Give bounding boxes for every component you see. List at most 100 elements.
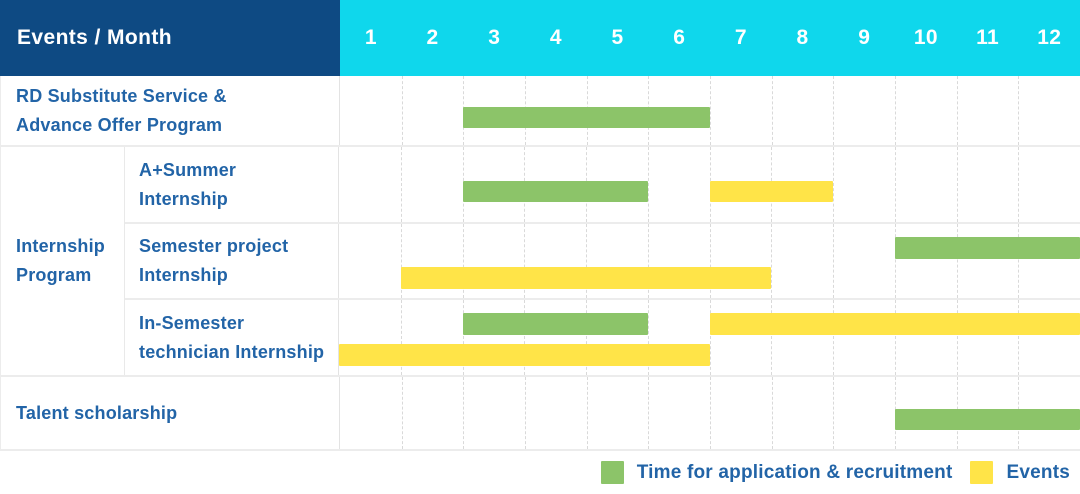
table-row: Talent scholarship	[1, 375, 1080, 449]
month-header-strip: 1 2 3 4 5 6 7 8 9 10 11 12	[340, 0, 1080, 76]
table-body: RD Substitute Service & Advance Offer Pro…	[0, 76, 1080, 451]
month-gridline	[586, 224, 587, 298]
table-row: RD Substitute Service & Advance Offer Pro…	[1, 76, 1080, 145]
gantt-bar-events	[339, 344, 710, 366]
month-gridline	[709, 224, 711, 298]
month-label: 4	[549, 26, 562, 49]
month-gridline	[524, 224, 526, 298]
month-gridline	[400, 300, 402, 375]
month-gridline	[525, 377, 526, 449]
month-label: 2	[426, 26, 439, 49]
row-label-line: Internship	[139, 188, 229, 209]
month-gridline	[401, 76, 403, 145]
gantt-bar-events	[400, 267, 772, 289]
legend-item: Time for application & recruitment	[600, 461, 953, 484]
month-gridline	[586, 300, 587, 375]
legend-item: Events	[970, 461, 1070, 484]
gantt-bar-recruitment	[462, 313, 648, 335]
month-grid	[339, 224, 1080, 298]
month-gridline	[956, 300, 958, 375]
month-gridline	[1018, 147, 1020, 222]
legend: Time for application & recruitment Events	[600, 461, 1070, 484]
month-grid	[339, 147, 1080, 222]
table-row-group: Internship Program A+Summer Internship Semes…	[1, 145, 1080, 375]
row-label: Semester project Internship	[125, 224, 339, 298]
month-gridline	[894, 300, 896, 375]
month-label: 5	[611, 26, 624, 49]
month-gridline	[771, 76, 773, 145]
month-gridline	[647, 300, 649, 375]
month-gridline	[648, 377, 650, 449]
month-label: 1	[364, 26, 377, 49]
month-gridline	[710, 76, 711, 145]
row-label-line: technician Internship	[139, 341, 325, 362]
gantt-table: Events / Month 1 2 3 4 5 6 7 8 9 10 11 12 RD Substi…	[0, 0, 1080, 451]
month-gridline	[647, 224, 649, 298]
header-title: Events / Month	[0, 0, 340, 76]
gantt-bar-recruitment	[462, 181, 648, 202]
row-label: A+Summer Internship	[125, 147, 339, 222]
events-legend-swatch	[970, 461, 994, 484]
month-gridline	[833, 300, 834, 375]
month-gridline	[771, 300, 773, 375]
table-row: A+Summer Internship	[125, 147, 1080, 222]
group-label-line: Internship	[16, 236, 106, 256]
group-label-line: Program	[16, 265, 92, 285]
month-label: 6	[673, 26, 686, 49]
month-gridline	[462, 300, 464, 375]
group-label: Internship Program	[1, 147, 125, 375]
row-label-line: Advance Offer Program	[16, 114, 223, 135]
month-grid	[339, 300, 1080, 375]
table-row: Semester project Internship	[125, 222, 1080, 298]
month-label: 10	[913, 26, 938, 49]
month-gridline	[833, 147, 834, 222]
month-label: 3	[488, 26, 501, 49]
legend-label: Events	[1006, 461, 1070, 483]
month-gridline	[956, 224, 958, 298]
gantt-bar-recruitment	[894, 237, 1080, 259]
table-header-row: Events / Month 1 2 3 4 5 6 7 8 9 10 11 12	[0, 0, 1080, 76]
month-label: 12	[1037, 26, 1062, 49]
row-label-line: Talent scholarship	[16, 402, 178, 423]
gantt-bar-recruitment	[463, 107, 710, 128]
month-gridline	[586, 377, 588, 449]
row-label-line: Semester project	[139, 236, 289, 256]
month-gridline	[462, 224, 464, 298]
month-label: 11	[976, 26, 999, 49]
month-gridline	[400, 224, 402, 298]
month-gridline	[1018, 300, 1020, 375]
gantt-bar-events	[709, 313, 1080, 335]
month-grid	[340, 76, 1080, 145]
month-gridline	[401, 377, 403, 449]
month-gridline	[709, 300, 711, 375]
row-label: In-Semester technician Internship	[125, 300, 339, 375]
month-label: 9	[858, 26, 871, 49]
group-subrows: A+Summer Internship Semester project Intern…	[125, 147, 1080, 375]
month-label: 7	[734, 26, 747, 49]
row-label: RD Substitute Service & Advance Offer Pro…	[1, 76, 340, 145]
month-gridline	[1018, 76, 1020, 145]
month-gridline	[833, 377, 835, 449]
month-gridline	[524, 300, 526, 375]
month-gridline	[647, 147, 649, 222]
month-gridline	[894, 147, 896, 222]
month-gridline	[956, 76, 958, 145]
month-gridline	[400, 147, 402, 222]
table-row: In-Semester technician Internship	[125, 298, 1080, 375]
gantt-bar-recruitment	[895, 409, 1080, 430]
month-grid	[340, 377, 1080, 449]
recruitment-legend-swatch	[600, 461, 624, 484]
month-gridline	[771, 224, 773, 298]
month-gridline	[710, 377, 711, 449]
month-gridline	[771, 377, 773, 449]
month-gridline	[894, 224, 896, 298]
row-label: Talent scholarship	[1, 377, 340, 449]
month-gridline	[956, 147, 958, 222]
month-label: 8	[796, 26, 809, 49]
row-label-line: A+Summer	[139, 159, 237, 180]
row-label-line: Internship	[139, 265, 229, 285]
month-gridline	[895, 76, 896, 145]
row-label-line: RD Substitute Service &	[16, 85, 227, 106]
row-label-line: In-Semester	[139, 312, 245, 333]
month-gridline	[833, 76, 835, 145]
